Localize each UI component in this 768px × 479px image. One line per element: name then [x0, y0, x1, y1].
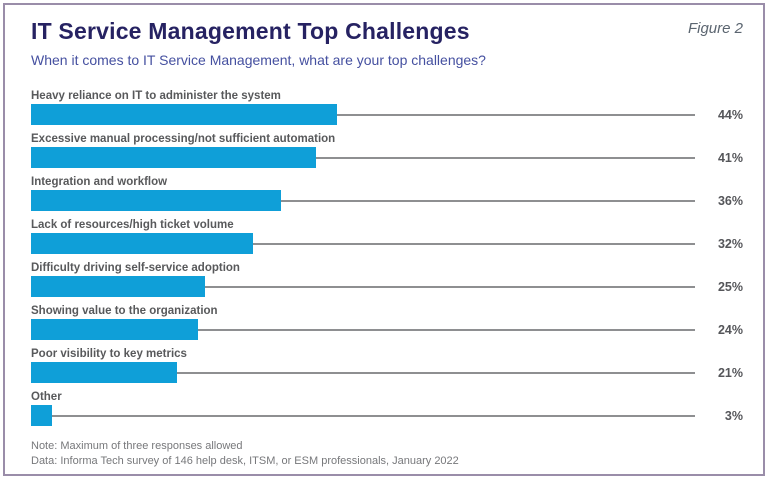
value-label: 25% [717, 279, 743, 294]
bar [31, 147, 316, 168]
bar [31, 233, 253, 254]
value-label: 41% [717, 150, 743, 165]
leader-line [205, 285, 695, 288]
category-label: Showing value to the organization [31, 305, 218, 317]
chart-row: Integration and workflow 36% [31, 176, 743, 211]
leader-line [177, 371, 695, 374]
bar [31, 362, 177, 383]
bar-track: 3% [31, 405, 743, 426]
chart-row: Heavy reliance on IT to administer the s… [31, 90, 743, 125]
chart-row: Excessive manual processing/not sufficie… [31, 133, 743, 168]
chart-row: Showing value to the organization 24% [31, 305, 743, 340]
bar-track: 24% [31, 319, 743, 340]
bar-track: 21% [31, 362, 743, 383]
bar-track: 36% [31, 190, 743, 211]
category-label: Poor visibility to key metrics [31, 348, 187, 360]
value-label: 24% [717, 322, 743, 337]
category-label: Integration and workflow [31, 176, 168, 188]
bar [31, 405, 52, 426]
bar [31, 276, 205, 297]
figure-frame: IT Service Management Top Challenges Fig… [3, 3, 765, 476]
leader-line [52, 414, 695, 417]
note-line: Note: Maximum of three responses allowed [31, 440, 243, 452]
leader-line [253, 242, 695, 245]
bar [31, 190, 281, 211]
chart-title: IT Service Management Top Challenges [31, 18, 470, 44]
bar-track: 44% [31, 104, 743, 125]
value-label: 36% [717, 193, 743, 208]
header: IT Service Management Top Challenges Fig… [31, 18, 743, 45]
bar-track: 25% [31, 276, 743, 297]
bar [31, 319, 198, 340]
figure-number-label: Figure 2 [687, 20, 743, 37]
category-label: Excessive manual processing/not sufficie… [31, 133, 336, 145]
category-label: Other [31, 391, 62, 403]
bar-track: 32% [31, 233, 743, 254]
value-label: 44% [717, 107, 743, 122]
data-source-line: Data: Informa Tech survey of 146 help de… [31, 455, 459, 467]
chart-subtitle: When it comes to IT Service Management, … [31, 52, 486, 68]
category-label: Difficulty driving self-service adoption [31, 262, 240, 274]
chart-row: Difficulty driving self-service adoption… [31, 262, 743, 297]
bar-track: 41% [31, 147, 743, 168]
bar-chart: Heavy reliance on IT to administer the s… [31, 90, 743, 426]
leader-line [316, 156, 695, 159]
category-label: Heavy reliance on IT to administer the s… [31, 90, 281, 102]
category-label: Lack of resources/high ticket volume [31, 219, 234, 231]
chart-row: Poor visibility to key metrics 21% [31, 348, 743, 383]
bar [31, 104, 337, 125]
value-label: 21% [717, 365, 743, 380]
leader-line [281, 199, 695, 202]
chart-row: Other 3% [31, 391, 743, 426]
leader-line [337, 113, 695, 116]
footnotes: Note: Maximum of three responses allowed… [31, 439, 743, 469]
leader-line [198, 328, 695, 331]
value-label: 3% [724, 408, 743, 423]
chart-row: Lack of resources/high ticket volume 32% [31, 219, 743, 254]
value-label: 32% [717, 236, 743, 251]
